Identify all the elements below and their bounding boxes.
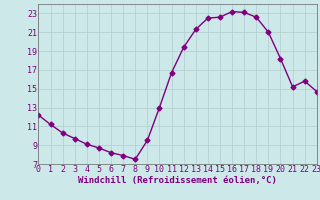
X-axis label: Windchill (Refroidissement éolien,°C): Windchill (Refroidissement éolien,°C): [78, 176, 277, 185]
